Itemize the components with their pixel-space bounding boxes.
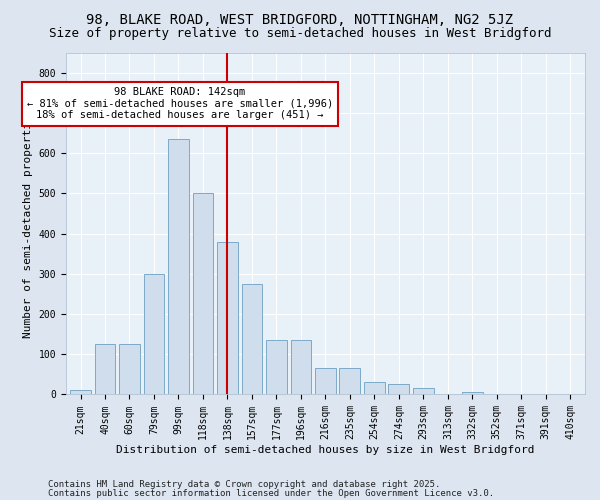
Bar <box>119 344 140 395</box>
Bar <box>95 344 115 395</box>
Bar <box>462 392 483 394</box>
Bar <box>242 284 262 395</box>
Bar <box>340 368 361 394</box>
X-axis label: Distribution of semi-detached houses by size in West Bridgford: Distribution of semi-detached houses by … <box>116 445 535 455</box>
Bar <box>266 340 287 394</box>
Text: Contains HM Land Registry data © Crown copyright and database right 2025.: Contains HM Land Registry data © Crown c… <box>48 480 440 489</box>
Bar <box>143 274 164 394</box>
Y-axis label: Number of semi-detached properties: Number of semi-detached properties <box>23 108 33 338</box>
Text: 98 BLAKE ROAD: 142sqm
← 81% of semi-detached houses are smaller (1,996)
18% of s: 98 BLAKE ROAD: 142sqm ← 81% of semi-deta… <box>27 87 333 120</box>
Text: Contains public sector information licensed under the Open Government Licence v3: Contains public sector information licen… <box>48 488 494 498</box>
Bar <box>290 340 311 394</box>
Bar <box>315 368 336 394</box>
Text: 98, BLAKE ROAD, WEST BRIDGFORD, NOTTINGHAM, NG2 5JZ: 98, BLAKE ROAD, WEST BRIDGFORD, NOTTINGH… <box>86 12 514 26</box>
Bar <box>168 139 189 394</box>
Bar <box>217 242 238 394</box>
Text: Size of property relative to semi-detached houses in West Bridgford: Size of property relative to semi-detach… <box>49 28 551 40</box>
Bar <box>193 194 214 394</box>
Bar <box>413 388 434 394</box>
Bar <box>364 382 385 394</box>
Bar <box>70 390 91 394</box>
Bar <box>388 384 409 394</box>
